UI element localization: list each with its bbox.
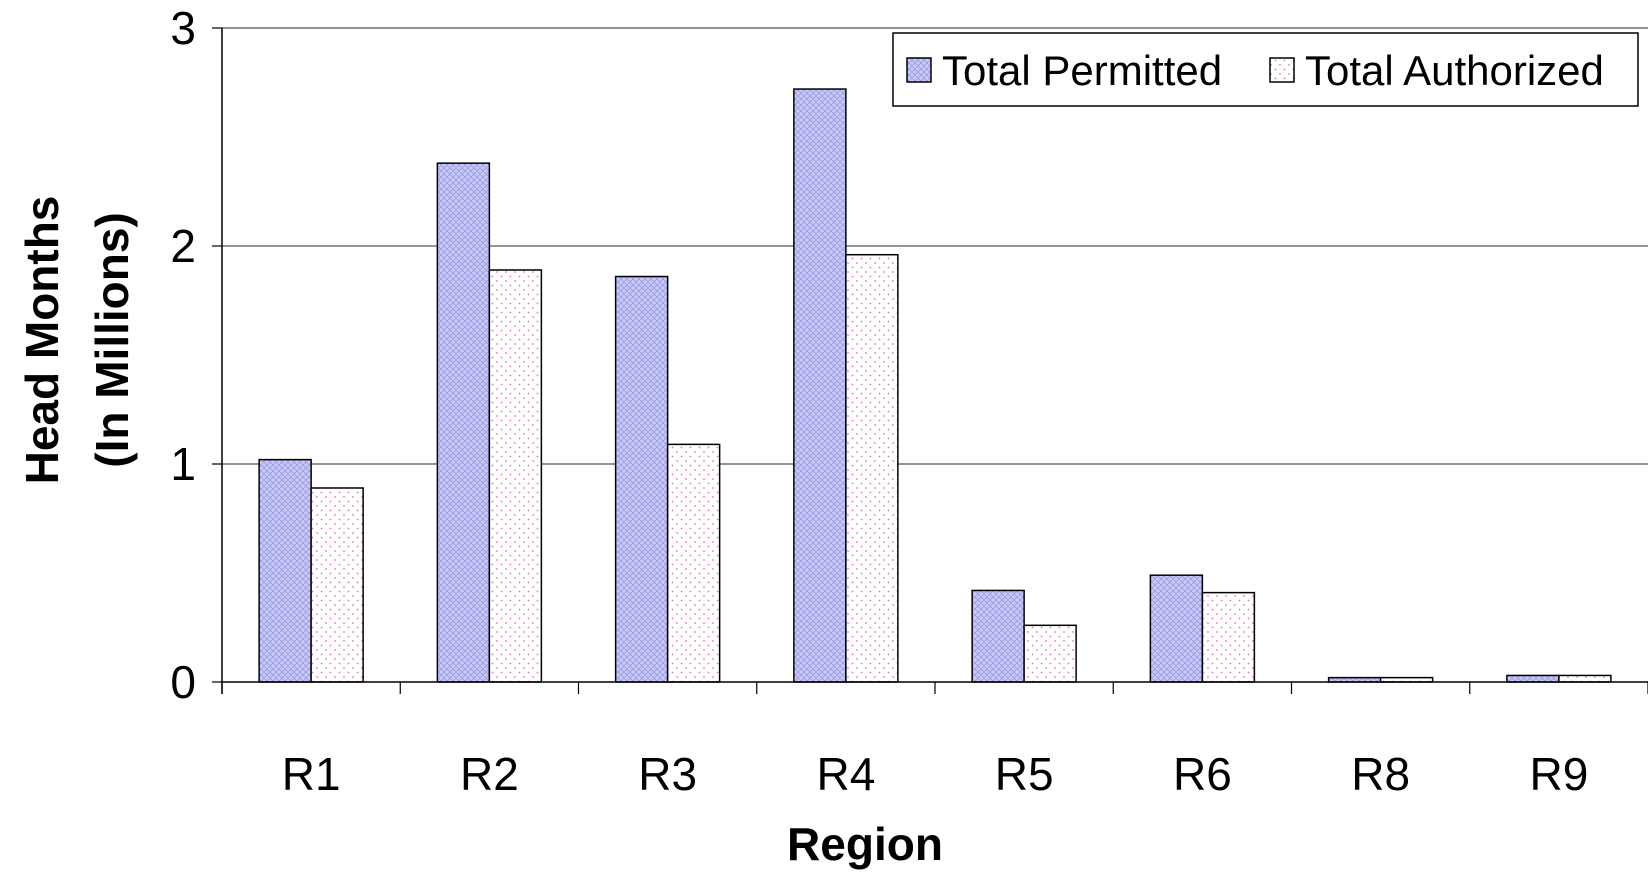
bar-r1-total-authorized [310,487,364,683]
bar-r4-total-permitted [793,88,847,683]
bar-r5-total-authorized [1023,624,1077,683]
bars [258,88,1612,683]
bar-r3-total-permitted [614,275,669,683]
x-tick-label-r4: R4 [816,748,875,800]
bar-r6-total-permitted [1149,574,1204,683]
bar-r3-total-authorized [666,443,721,683]
y-tick-label-3: 3 [170,2,196,54]
y-tick-label-0: 0 [170,656,196,708]
bar-r6-total-authorized [1201,591,1256,683]
x-tick-label-r3: R3 [638,748,697,800]
x-tick-label-r9: R9 [1529,748,1588,800]
bar-r2-total-permitted [436,162,491,683]
legend-box [892,32,1639,107]
legend-label-total-permitted: Total Permitted [942,47,1222,94]
x-tick-label-r8: R8 [1351,748,1410,800]
bar-r1-total-permitted [258,458,312,683]
y-axis-title-line2: (In Millions) [86,212,138,468]
legend-swatch-total-authorized [1269,57,1295,83]
bar-r9-total-permitted [1506,674,1560,683]
bar-r5-total-permitted [971,589,1025,683]
legend-swatch-total-permitted [906,57,932,83]
axes: 0 1 2 3 R1 R2 R3 R4 R5 R6 R8 R9 [170,2,1648,800]
legend-label-total-authorized: Total Authorized [1305,47,1604,94]
x-tick-label-r6: R6 [1173,748,1232,800]
bar-r4-total-authorized [845,253,899,683]
x-axis-title: Region [787,818,943,870]
x-tick-label-r5: R5 [995,748,1054,800]
y-tick-label-2: 2 [170,220,196,272]
legend: Total Permitted Total Authorized [892,32,1639,107]
bar-r9-total-authorized [1558,674,1612,683]
x-tick-label-r2: R2 [460,748,519,800]
y-axis-title-line1: Head Months [16,196,68,485]
x-tick-label-r1: R1 [282,748,341,800]
y-tick-label-1: 1 [170,438,196,490]
bar-r2-total-authorized [488,269,543,683]
